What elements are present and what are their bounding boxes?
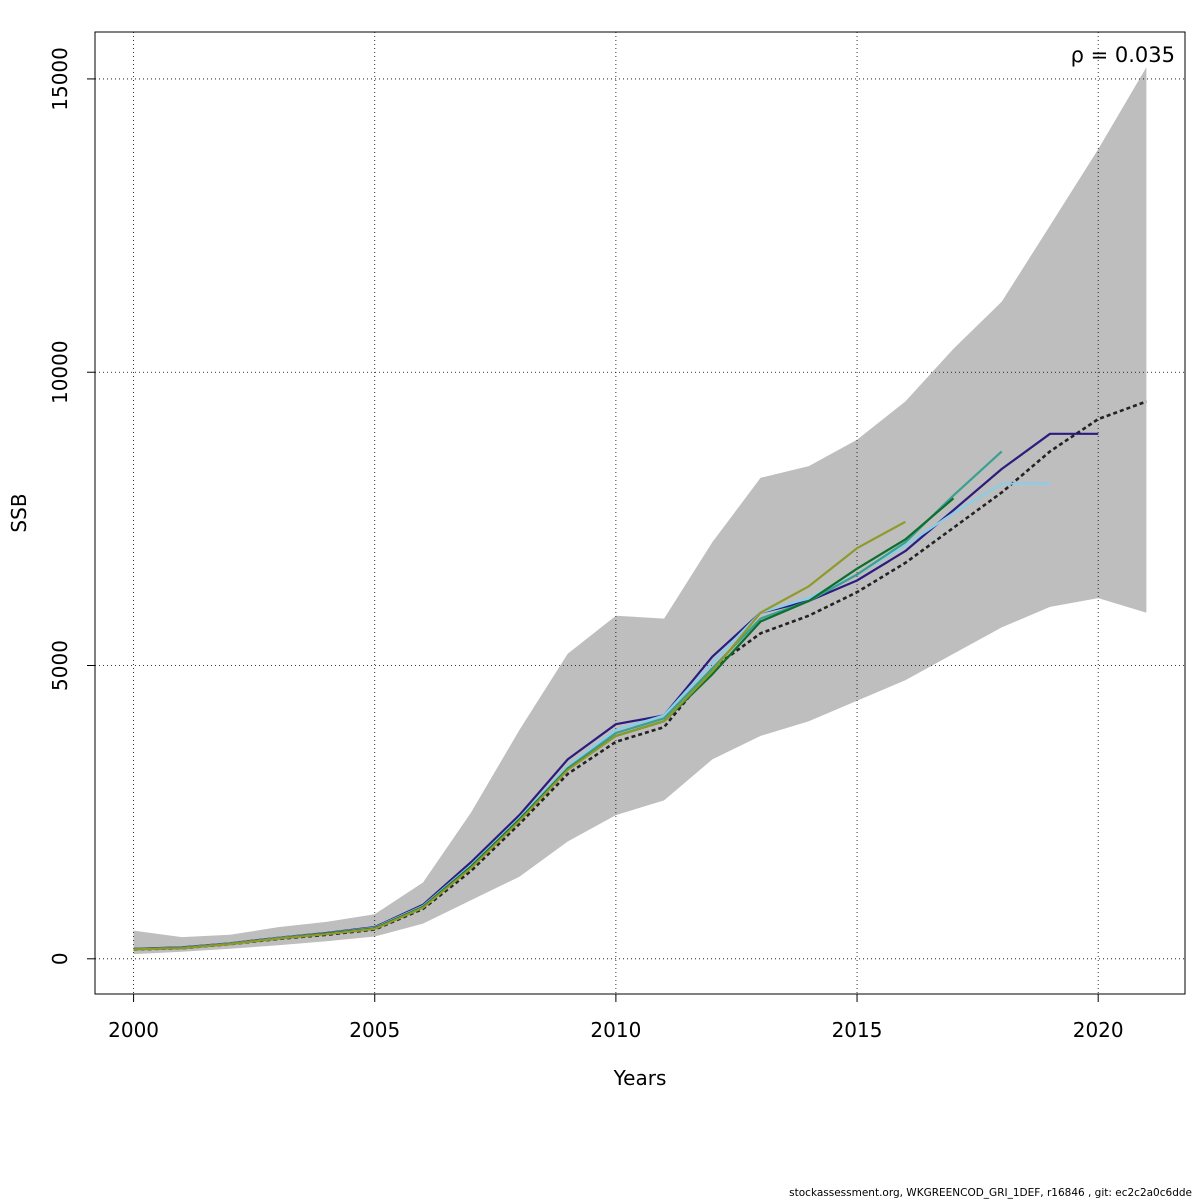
x-tick-label-2010: 2010	[590, 1018, 641, 1042]
y-tick-label-0: 0	[48, 952, 72, 965]
y-tick-label-15000: 15000	[48, 47, 72, 111]
x-tick-label-2005: 2005	[349, 1018, 400, 1042]
y-axis-label: SSB	[7, 493, 31, 532]
series-layer	[133, 400, 1147, 951]
plot-frame	[94, 31, 1186, 995]
y-tick-label-5000: 5000	[48, 640, 72, 691]
x-tick-label-2015: 2015	[832, 1018, 883, 1042]
x-axis-label: Years	[613, 1066, 667, 1090]
footer-credit: stockassessment.org, WKGREENCOD_GRI_1DEF…	[789, 1187, 1192, 1199]
y-tick-label-10000: 10000	[48, 340, 72, 404]
x-tick-label-2020: 2020	[1073, 1018, 1124, 1042]
grid-layer	[95, 32, 1185, 994]
axis-layer: 2000 2005 2010 2015 2020 0 5000 10000 15000	[48, 47, 1124, 1042]
x-tick-label-2000: 2000	[108, 1018, 159, 1042]
rho-annotation: ρ = 0.035	[1071, 43, 1175, 67]
confidence-band	[133, 67, 1147, 955]
confidence-band-layer	[133, 67, 1147, 955]
series-line-5	[133, 520, 906, 951]
